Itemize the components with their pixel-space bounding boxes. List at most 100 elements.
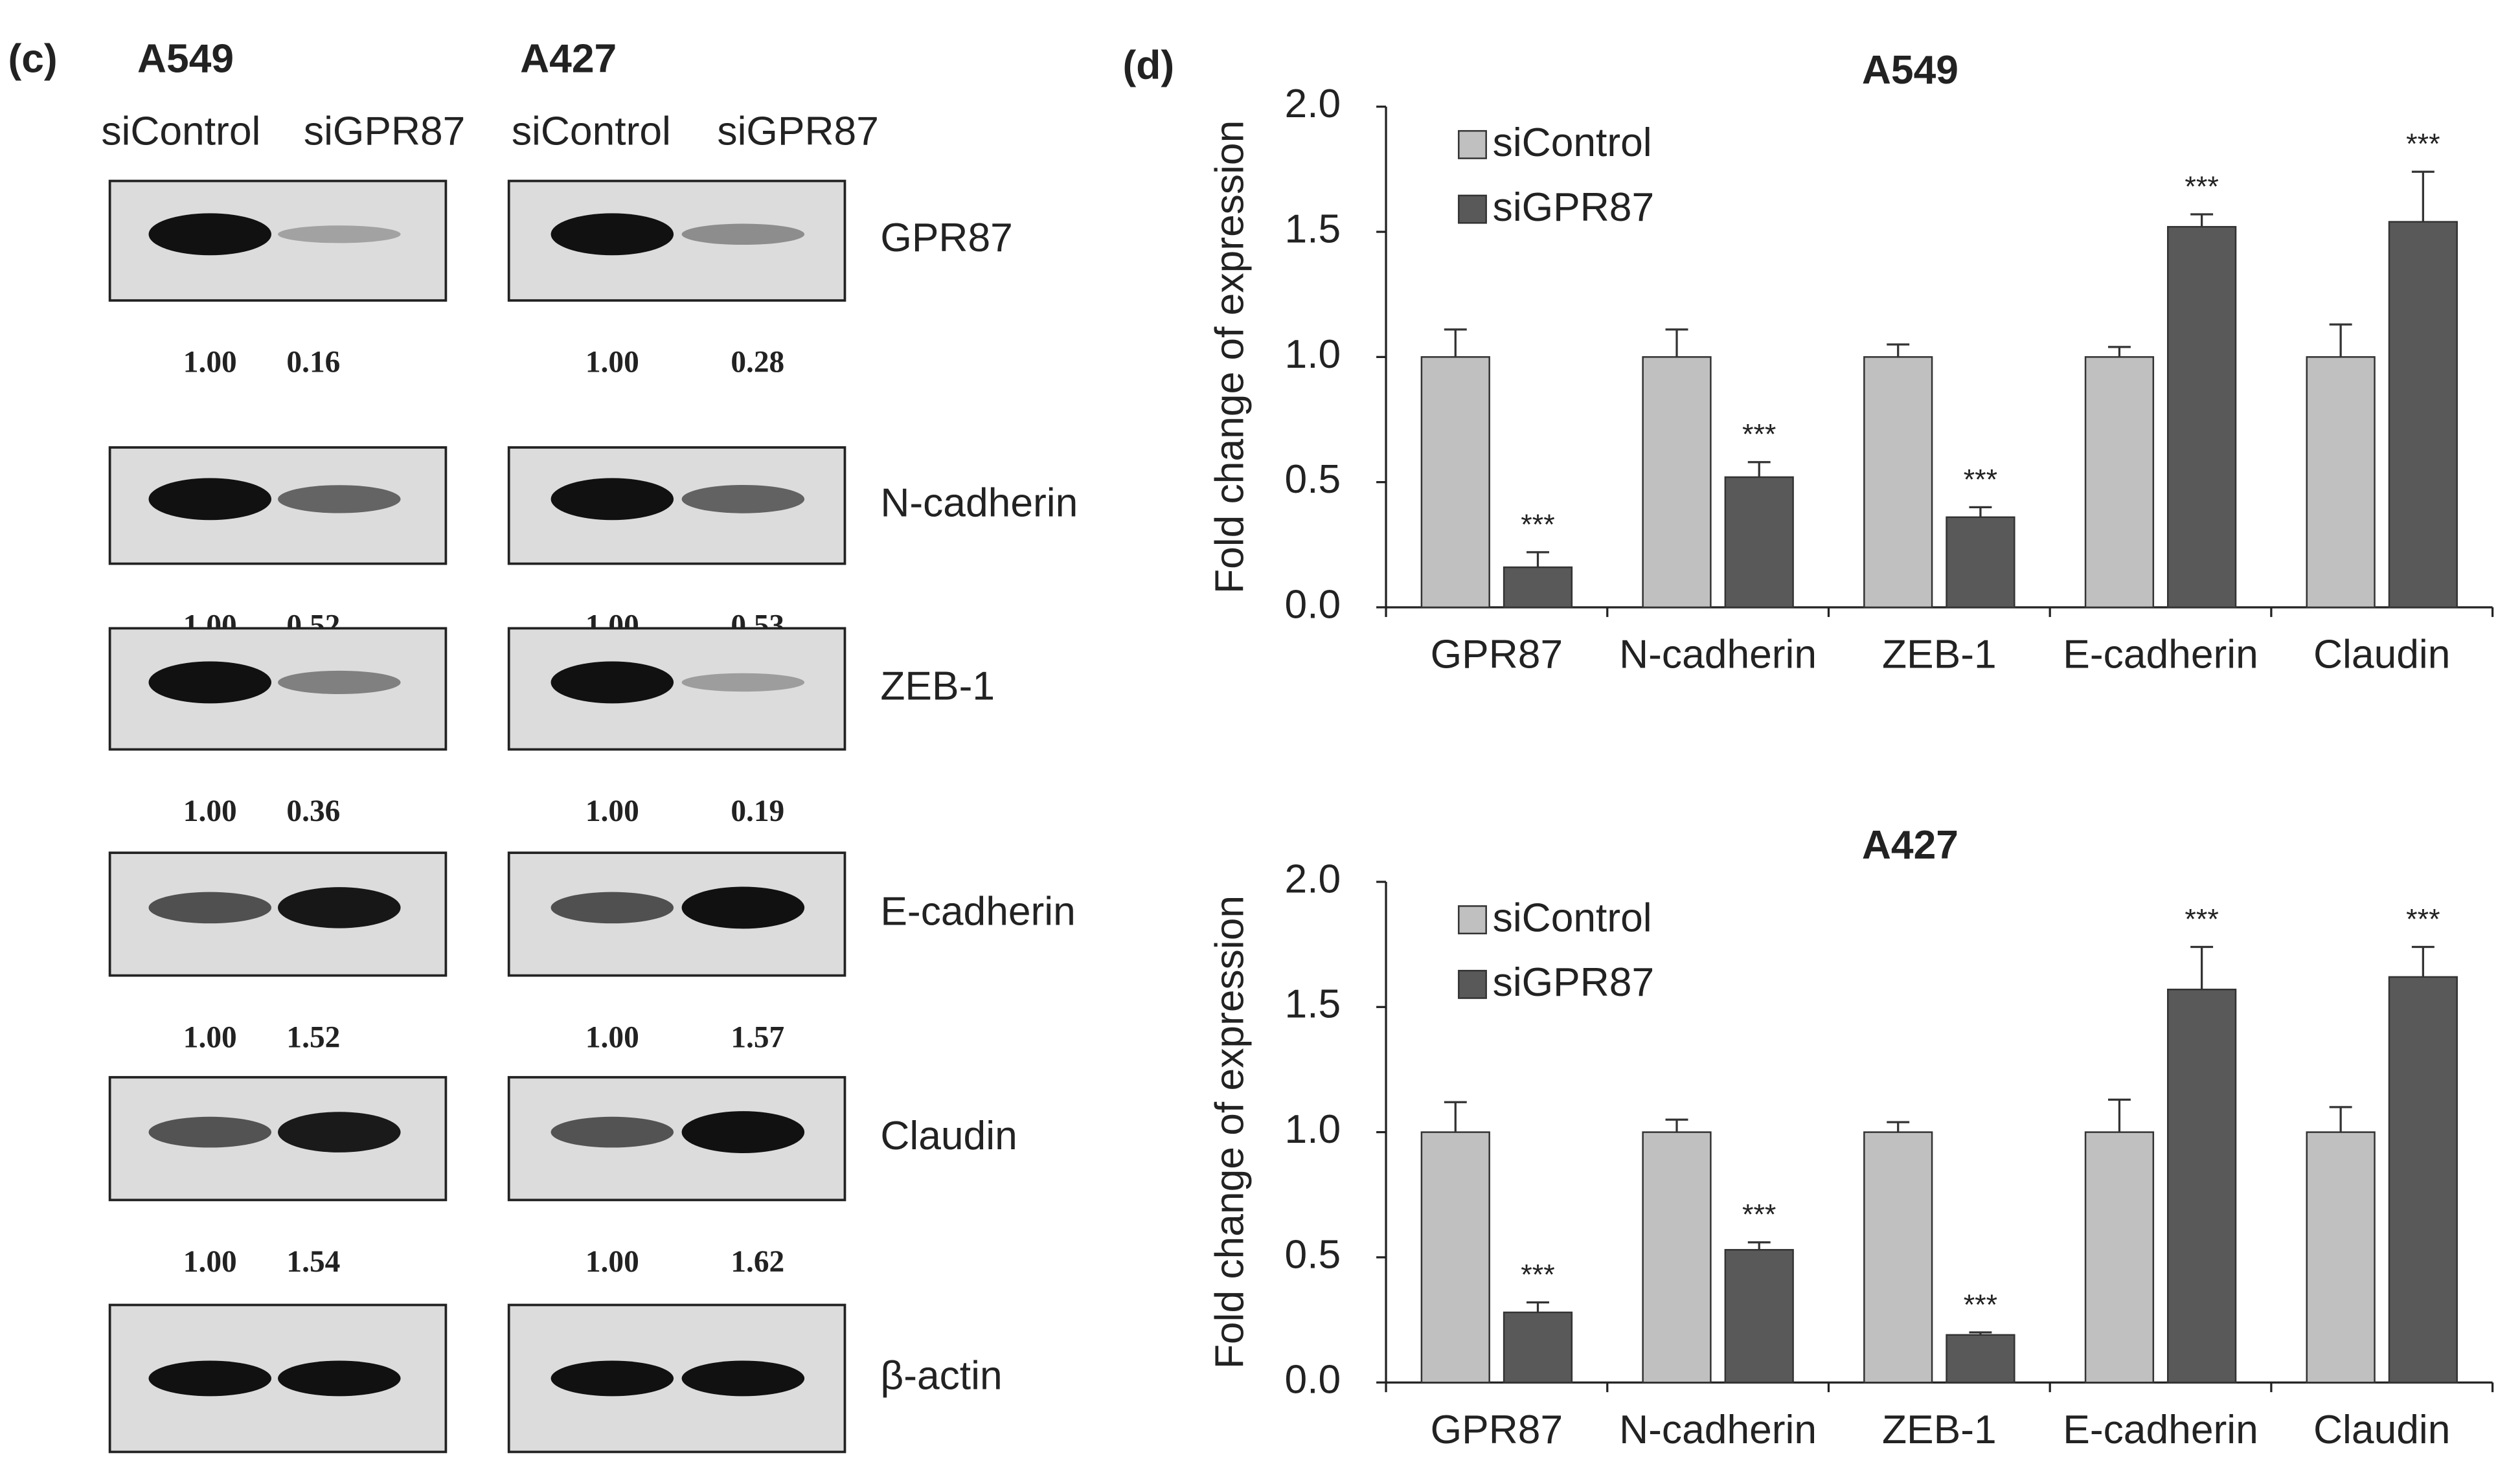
- bar: [2388, 976, 2458, 1384]
- error-bar: [1969, 506, 1992, 517]
- significance: ***: [1742, 1198, 1776, 1231]
- quant-label: 1.00: [183, 794, 237, 828]
- y-tick-label: 2.0: [1285, 82, 1341, 126]
- x-tick-label: Claudin: [2313, 633, 2450, 677]
- panel-label: (c): [8, 36, 57, 81]
- band: [278, 670, 401, 695]
- error-bar: [2107, 346, 2131, 357]
- panel-label: (d): [1122, 43, 1174, 87]
- error-bar: [1887, 1121, 1910, 1132]
- protein-label: E-cadherin: [880, 889, 1076, 934]
- error-bar: [1527, 551, 1549, 568]
- bar: [2306, 1131, 2376, 1384]
- band: [551, 892, 674, 924]
- bar: [1724, 1249, 1794, 1384]
- quant-label: 1.00: [585, 794, 639, 828]
- legend-swatch: [1458, 969, 1487, 999]
- legend-label: siGPR87: [1493, 185, 1654, 230]
- y-tick-label: 1.0: [1285, 1107, 1341, 1152]
- bar: [1503, 566, 1573, 609]
- significance: ***: [1964, 1288, 1997, 1321]
- legend-label: siGPR87: [1493, 960, 1654, 1005]
- band: [551, 1360, 674, 1397]
- blot-box: [507, 627, 846, 751]
- band: [551, 478, 674, 521]
- cell-line: A549: [137, 36, 234, 81]
- bar: [2084, 356, 2155, 609]
- bar: [1946, 516, 2015, 609]
- lane-label: siGPR87: [717, 109, 878, 154]
- bar: [1642, 1131, 1712, 1384]
- x-tick-label: N-cadherin: [1619, 633, 1817, 677]
- band: [551, 661, 674, 704]
- bar: [2388, 221, 2458, 609]
- x-tick-label: Claudin: [2313, 1408, 2450, 1452]
- bar: [2306, 356, 2376, 609]
- error-bar: [1527, 1301, 1549, 1312]
- protein-label: GPR87: [880, 216, 1012, 260]
- significance: ***: [1521, 1257, 1554, 1290]
- quant-label: 0.28: [731, 346, 784, 379]
- band: [148, 1360, 272, 1397]
- quant-label: 1.00: [585, 1020, 639, 1054]
- error-bar: [1887, 343, 1910, 357]
- cell-line: A427: [520, 36, 617, 81]
- bar: [2084, 1131, 2155, 1384]
- band: [551, 213, 674, 256]
- band: [278, 225, 401, 243]
- y-tick-label: 2.0: [1285, 857, 1341, 901]
- bar: [1863, 1131, 1933, 1384]
- significance: ***: [1521, 508, 1554, 541]
- error-bar: [1665, 1118, 1688, 1132]
- bar: [1724, 476, 1794, 609]
- y-tick-label: 0.5: [1285, 1232, 1341, 1277]
- band: [681, 1360, 805, 1397]
- band: [148, 1116, 272, 1148]
- quant-label: 0.36: [286, 794, 340, 828]
- protein-label: β-actin: [880, 1353, 1002, 1398]
- y-tick-label: 1.5: [1285, 207, 1341, 252]
- band: [681, 223, 805, 245]
- significance: ***: [2185, 902, 2218, 935]
- x-tick-label: ZEB-1: [1882, 633, 1997, 677]
- bar: [1946, 1334, 2015, 1384]
- band: [278, 485, 401, 513]
- x-tick-label: N-cadherin: [1619, 1408, 1817, 1452]
- y-tick-label: 1.5: [1285, 982, 1341, 1027]
- y-axis-label: Fold change of expression: [1208, 120, 1253, 594]
- bar: [1642, 356, 1712, 609]
- y-tick-label: 0.0: [1285, 1358, 1341, 1402]
- bar: [2167, 226, 2237, 609]
- quant-label: 1.00: [585, 346, 639, 379]
- y-tick-label: 0.0: [1285, 582, 1341, 627]
- lane-label: siGPR87: [304, 109, 465, 154]
- band: [278, 887, 401, 928]
- y-tick-label: 0.5: [1285, 457, 1341, 502]
- error-bar: [2107, 1098, 2131, 1132]
- chart-title: A427: [1862, 823, 1958, 868]
- quant-label: 1.00: [183, 1020, 237, 1054]
- error-bar: [1747, 461, 1771, 477]
- quant-label: 1.00: [183, 346, 237, 379]
- quant-label: 1.00: [183, 1245, 237, 1279]
- error-bar: [1444, 1101, 1467, 1132]
- quant-label: 1.00: [585, 1245, 639, 1279]
- band: [148, 661, 272, 704]
- x-tick-label: GPR87: [1431, 1408, 1563, 1452]
- significance: ***: [1742, 418, 1776, 451]
- significance: ***: [1964, 462, 1997, 495]
- legend-swatch: [1458, 129, 1487, 159]
- legend-swatch: [1458, 905, 1487, 935]
- quant-label: 0.19: [731, 794, 784, 828]
- band: [278, 1360, 401, 1397]
- x-tick-label: ZEB-1: [1882, 1408, 1997, 1452]
- significance: ***: [2406, 127, 2440, 160]
- band: [681, 886, 805, 929]
- quant-label: 0.16: [286, 346, 340, 379]
- bar: [1503, 1311, 1573, 1384]
- significance: ***: [2185, 170, 2218, 203]
- legend-label: siControl: [1493, 895, 1652, 940]
- y-tick-label: 1.0: [1285, 332, 1341, 377]
- band: [148, 478, 272, 521]
